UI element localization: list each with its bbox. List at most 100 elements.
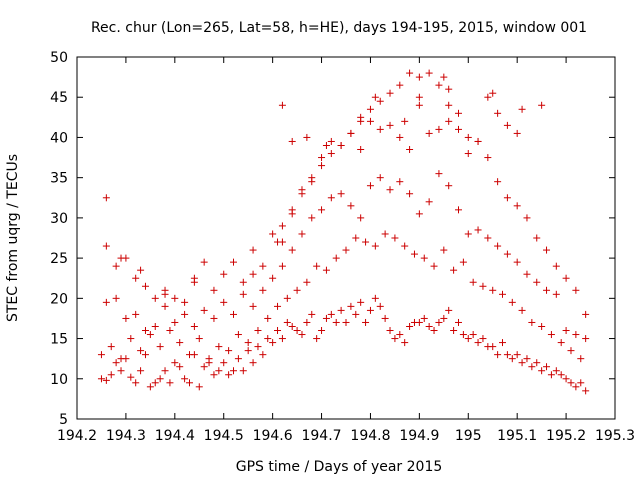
data-point: [401, 242, 409, 250]
data-point: [112, 262, 120, 270]
data-point: [469, 331, 477, 339]
data-point: [195, 383, 203, 391]
data-point: [499, 339, 507, 347]
data-point: [112, 294, 120, 302]
data-point: [244, 347, 252, 355]
data-point: [352, 310, 360, 318]
y-tick-label: 30: [50, 211, 68, 227]
data-point: [371, 242, 379, 250]
data-point: [127, 373, 135, 381]
data-point: [269, 230, 277, 238]
data-point: [166, 379, 174, 387]
data-point: [567, 379, 575, 387]
data-point: [376, 302, 384, 310]
data-point: [469, 278, 477, 286]
data-point: [137, 367, 145, 375]
data-point: [200, 363, 208, 371]
data-point: [249, 246, 257, 254]
data-point: [513, 258, 521, 266]
data-point: [420, 314, 428, 322]
data-point: [117, 254, 125, 262]
data-point: [278, 101, 286, 109]
data-point: [264, 314, 272, 322]
data-point: [102, 376, 110, 384]
data-point: [274, 238, 282, 246]
data-point: [156, 343, 164, 351]
data-point: [327, 194, 335, 202]
data-point: [489, 89, 497, 97]
data-point: [567, 347, 575, 355]
data-point: [366, 182, 374, 190]
data-point: [210, 314, 218, 322]
data-point: [318, 162, 326, 170]
data-point: [454, 318, 462, 326]
data-point: [308, 214, 316, 222]
data-point: [327, 150, 335, 158]
data-point: [176, 363, 184, 371]
x-tick-label: 194.9: [399, 428, 439, 444]
data-point: [562, 327, 570, 335]
data-point: [357, 113, 365, 121]
data-point: [161, 367, 169, 375]
data-point: [396, 133, 404, 141]
data-point: [582, 335, 590, 343]
data-point: [210, 371, 218, 379]
data-point: [459, 331, 467, 339]
data-point: [332, 254, 340, 262]
data-point: [401, 117, 409, 125]
data-point: [239, 367, 247, 375]
data-point: [234, 331, 242, 339]
data-point: [415, 93, 423, 101]
data-point: [102, 194, 110, 202]
data-point: [557, 371, 565, 379]
x-tick-label: 194.7: [301, 428, 341, 444]
data-point: [396, 81, 404, 89]
data-point: [518, 105, 526, 113]
data-point: [274, 302, 282, 310]
data-point: [117, 367, 125, 375]
data-point: [440, 314, 448, 322]
data-point: [454, 125, 462, 133]
data-point: [239, 278, 247, 286]
data-point: [122, 314, 130, 322]
data-point: [523, 270, 531, 278]
data-point: [283, 318, 291, 326]
data-point: [376, 97, 384, 105]
data-point: [435, 125, 443, 133]
data-point: [347, 129, 355, 137]
data-point: [141, 282, 149, 290]
data-point: [303, 133, 311, 141]
data-point: [107, 343, 115, 351]
data-point: [454, 206, 462, 214]
data-point: [406, 146, 414, 154]
data-point: [200, 306, 208, 314]
data-point: [215, 367, 223, 375]
data-point: [484, 154, 492, 162]
data-point: [200, 258, 208, 266]
y-axis: 5 10 15 20 25 30 35 40 45 50: [50, 50, 615, 428]
data-point: [318, 206, 326, 214]
data-point: [450, 327, 458, 335]
data-point: [445, 306, 453, 314]
data-point: [185, 379, 193, 387]
data-point: [288, 322, 296, 330]
data-point: [464, 133, 472, 141]
data-point: [391, 335, 399, 343]
data-point: [523, 355, 531, 363]
data-point: [362, 318, 370, 326]
data-point: [278, 222, 286, 230]
data-point: [562, 274, 570, 282]
data-point: [543, 246, 551, 254]
data-point: [445, 182, 453, 190]
data-point: [425, 69, 433, 77]
data-point: [264, 335, 272, 343]
data-point: [161, 290, 169, 298]
data-point: [415, 73, 423, 81]
data-point: [445, 117, 453, 125]
y-axis-label: STEC from uqrg / TECUs: [5, 154, 21, 322]
data-point: [552, 290, 560, 298]
data-point: [230, 310, 238, 318]
data-point: [332, 318, 340, 326]
data-point: [381, 230, 389, 238]
